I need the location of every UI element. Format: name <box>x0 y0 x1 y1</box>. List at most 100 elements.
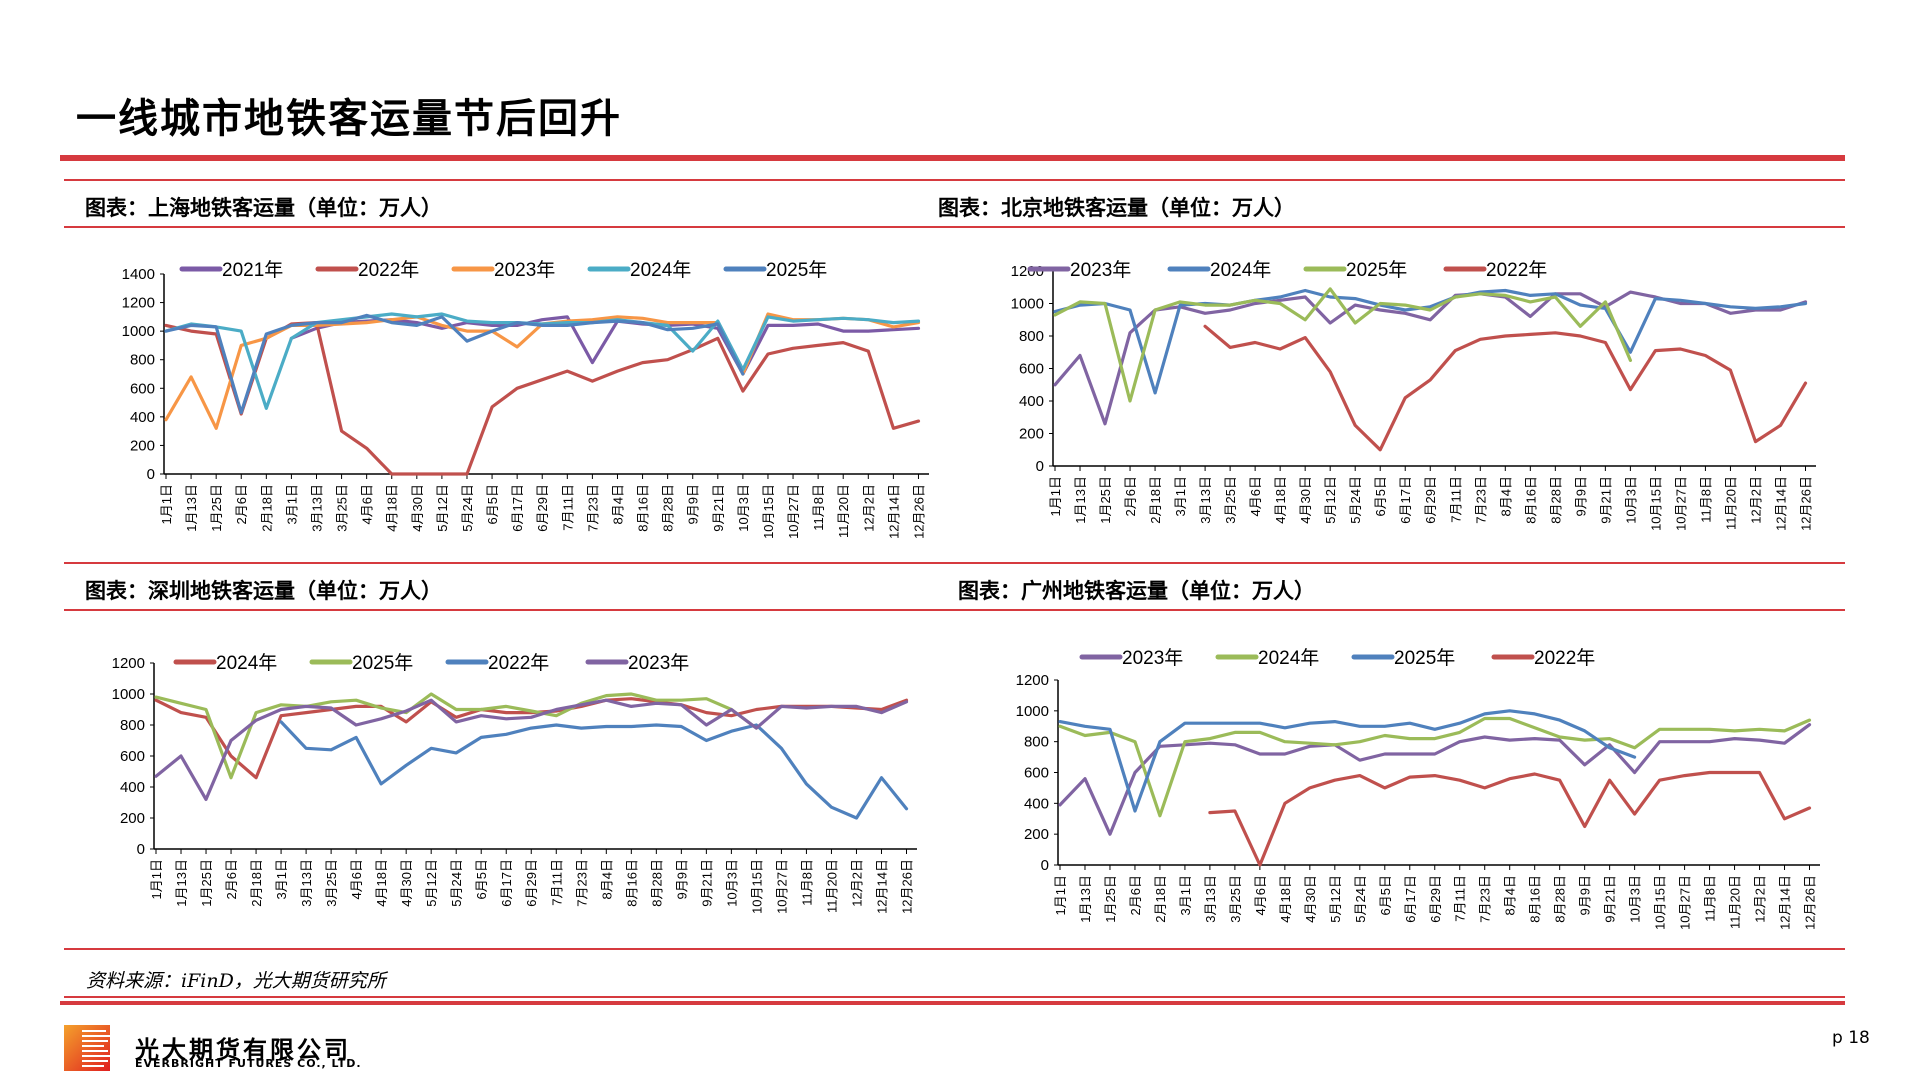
caption-rule-bottom <box>64 226 1845 228</box>
x-tick-label: 2月6日 <box>1128 875 1143 915</box>
series-line-2023年 <box>154 698 909 801</box>
x-tick-label: 5月24日 <box>1353 875 1368 923</box>
x-tick-label: 5月24日 <box>449 859 464 907</box>
x-tick-label: 1月13日 <box>1078 875 1093 923</box>
legend-label: 2023年 <box>494 259 555 281</box>
series-line-2023年 <box>1053 290 1808 426</box>
x-tick-label: 7月11日 <box>560 484 575 531</box>
x-tick-label: 12月14日 <box>874 859 889 914</box>
shenzhen-metro-chart: 0 200 400 600 800 1000 1200 1月1日 1月13日 1月25日 2月6日 2… <box>112 652 917 914</box>
x-tick-label: 8月28日 <box>1548 476 1563 524</box>
x-tick-label: 5月24日 <box>460 484 475 532</box>
x-tick-label: 5月24日 <box>1348 476 1363 524</box>
x-tick-label: 10月15日 <box>1648 476 1663 531</box>
x-tick-label: 4月6日 <box>1248 476 1263 516</box>
y-tick-label: 600 <box>120 748 145 765</box>
x-tick-label: 10月27日 <box>786 484 801 539</box>
x-tick-label: 9月21日 <box>1598 476 1613 524</box>
x-tick-label: 11月20日 <box>824 859 839 913</box>
x-tick-label: 6月5日 <box>474 859 489 899</box>
series-line-2022年 <box>279 720 909 820</box>
series-line-2025年 <box>1058 709 1637 813</box>
x-tick-label: 1月1日 <box>159 484 174 524</box>
y-tick-label: 200 <box>120 810 145 827</box>
company-name-cn: 光大期货有限公司 <box>135 1036 351 1064</box>
x-tick-label: 11月20日 <box>1728 875 1743 929</box>
x-tick-label: 5月12日 <box>435 484 450 532</box>
x-tick-label: 11月8日 <box>811 484 826 531</box>
x-tick-label: 4月18日 <box>1278 875 1293 923</box>
y-tick-label: 800 <box>130 352 155 369</box>
x-tick-label: 9月21日 <box>1603 875 1618 923</box>
series-line-2022年 <box>164 321 921 476</box>
x-tick-label: 1月25日 <box>209 484 224 532</box>
x-tick-label: 1月25日 <box>1103 875 1118 923</box>
caption-rule-top-2 <box>64 562 1845 564</box>
legend-label: 2024年 <box>216 652 277 674</box>
company-logo-icon <box>64 1025 110 1071</box>
y-tick-label: 0 <box>147 466 155 483</box>
y-tick-label: 1000 <box>122 323 155 340</box>
x-tick-label: 2月18日 <box>249 859 264 907</box>
x-tick-label: 10月3日 <box>736 484 751 532</box>
x-tick-label: 12月14日 <box>1773 476 1788 531</box>
x-tick-label: 5月12日 <box>1323 476 1338 524</box>
series-line-2025年 <box>154 692 758 780</box>
x-tick-label: 6月29日 <box>524 859 539 907</box>
x-tick-label: 12月2日 <box>849 859 864 907</box>
y-tick-label: 1200 <box>112 655 145 672</box>
x-tick-label: 5月12日 <box>1328 875 1343 923</box>
x-tick-label: 6月17日 <box>1398 476 1413 524</box>
x-tick-label: 6月17日 <box>1403 875 1418 923</box>
x-tick-label: 9月21日 <box>699 859 714 907</box>
chart-caption-shenzhen: 图表：深圳地铁客运量（单位：万人） <box>85 578 442 603</box>
y-tick-label: 1000 <box>1011 296 1044 313</box>
series-line-2024年 <box>1053 288 1808 395</box>
x-tick-label: 4月18日 <box>374 859 389 907</box>
legend-label: 2025年 <box>352 652 413 674</box>
x-tick-label: 3月13日 <box>1198 476 1213 524</box>
legend-label: 2023年 <box>1122 647 1183 669</box>
x-tick-label: 3月1日 <box>1173 476 1188 516</box>
x-tick-label: 7月23日 <box>585 484 600 532</box>
page-title: 一线城市地铁客运量节后回升 <box>76 95 622 142</box>
x-tick-label: 12月26日 <box>911 484 926 539</box>
chart-caption-guangzhou: 图表：广州地铁客运量（单位：万人） <box>958 578 1315 603</box>
x-tick-label: 2月18日 <box>1153 875 1168 923</box>
x-tick-label: 6月5日 <box>1373 476 1388 516</box>
x-tick-label: 6月29日 <box>1423 476 1438 524</box>
x-tick-label: 1月25日 <box>1098 476 1113 524</box>
x-tick-label: 7月23日 <box>574 859 589 907</box>
x-tick-label: 2月6日 <box>224 859 239 899</box>
y-tick-label: 400 <box>120 779 145 796</box>
x-tick-label: 6月5日 <box>1378 875 1393 915</box>
x-tick-label: 1月13日 <box>174 859 189 907</box>
x-tick-label: 7月11日 <box>549 859 564 906</box>
y-tick-label: 400 <box>130 409 155 426</box>
x-tick-label: 1月13日 <box>1073 476 1088 524</box>
y-tick-label: 800 <box>120 717 145 734</box>
x-tick-label: 12月26日 <box>1803 875 1818 930</box>
x-tick-label: 10月27日 <box>1673 476 1688 531</box>
x-tick-label: 7月23日 <box>1478 875 1493 923</box>
x-tick-label: 3月13日 <box>299 859 314 907</box>
y-tick-label: 0 <box>1041 857 1049 874</box>
x-tick-label: 6月29日 <box>1428 875 1443 923</box>
x-tick-label: 8月4日 <box>599 859 614 899</box>
x-tick-label: 8月16日 <box>636 484 651 532</box>
x-tick-label: 6月29日 <box>535 484 550 532</box>
x-tick-label: 11月8日 <box>1698 476 1713 523</box>
footer-divider <box>60 1001 1845 1005</box>
x-tick-label: 9月9日 <box>686 484 701 524</box>
x-tick-label: 1月1日 <box>1048 476 1063 516</box>
x-tick-label: 3月1日 <box>274 859 289 899</box>
x-tick-label: 12月26日 <box>899 859 914 914</box>
x-tick-label: 10月3日 <box>1623 476 1638 524</box>
legend-label: 2024年 <box>1258 647 1319 669</box>
source-rule-bottom <box>64 996 1845 998</box>
x-tick-label: 3月25日 <box>1223 476 1238 524</box>
y-tick-label: 800 <box>1019 328 1044 345</box>
x-tick-label: 4月30日 <box>410 484 425 532</box>
x-tick-label: 7月11日 <box>1448 476 1463 523</box>
